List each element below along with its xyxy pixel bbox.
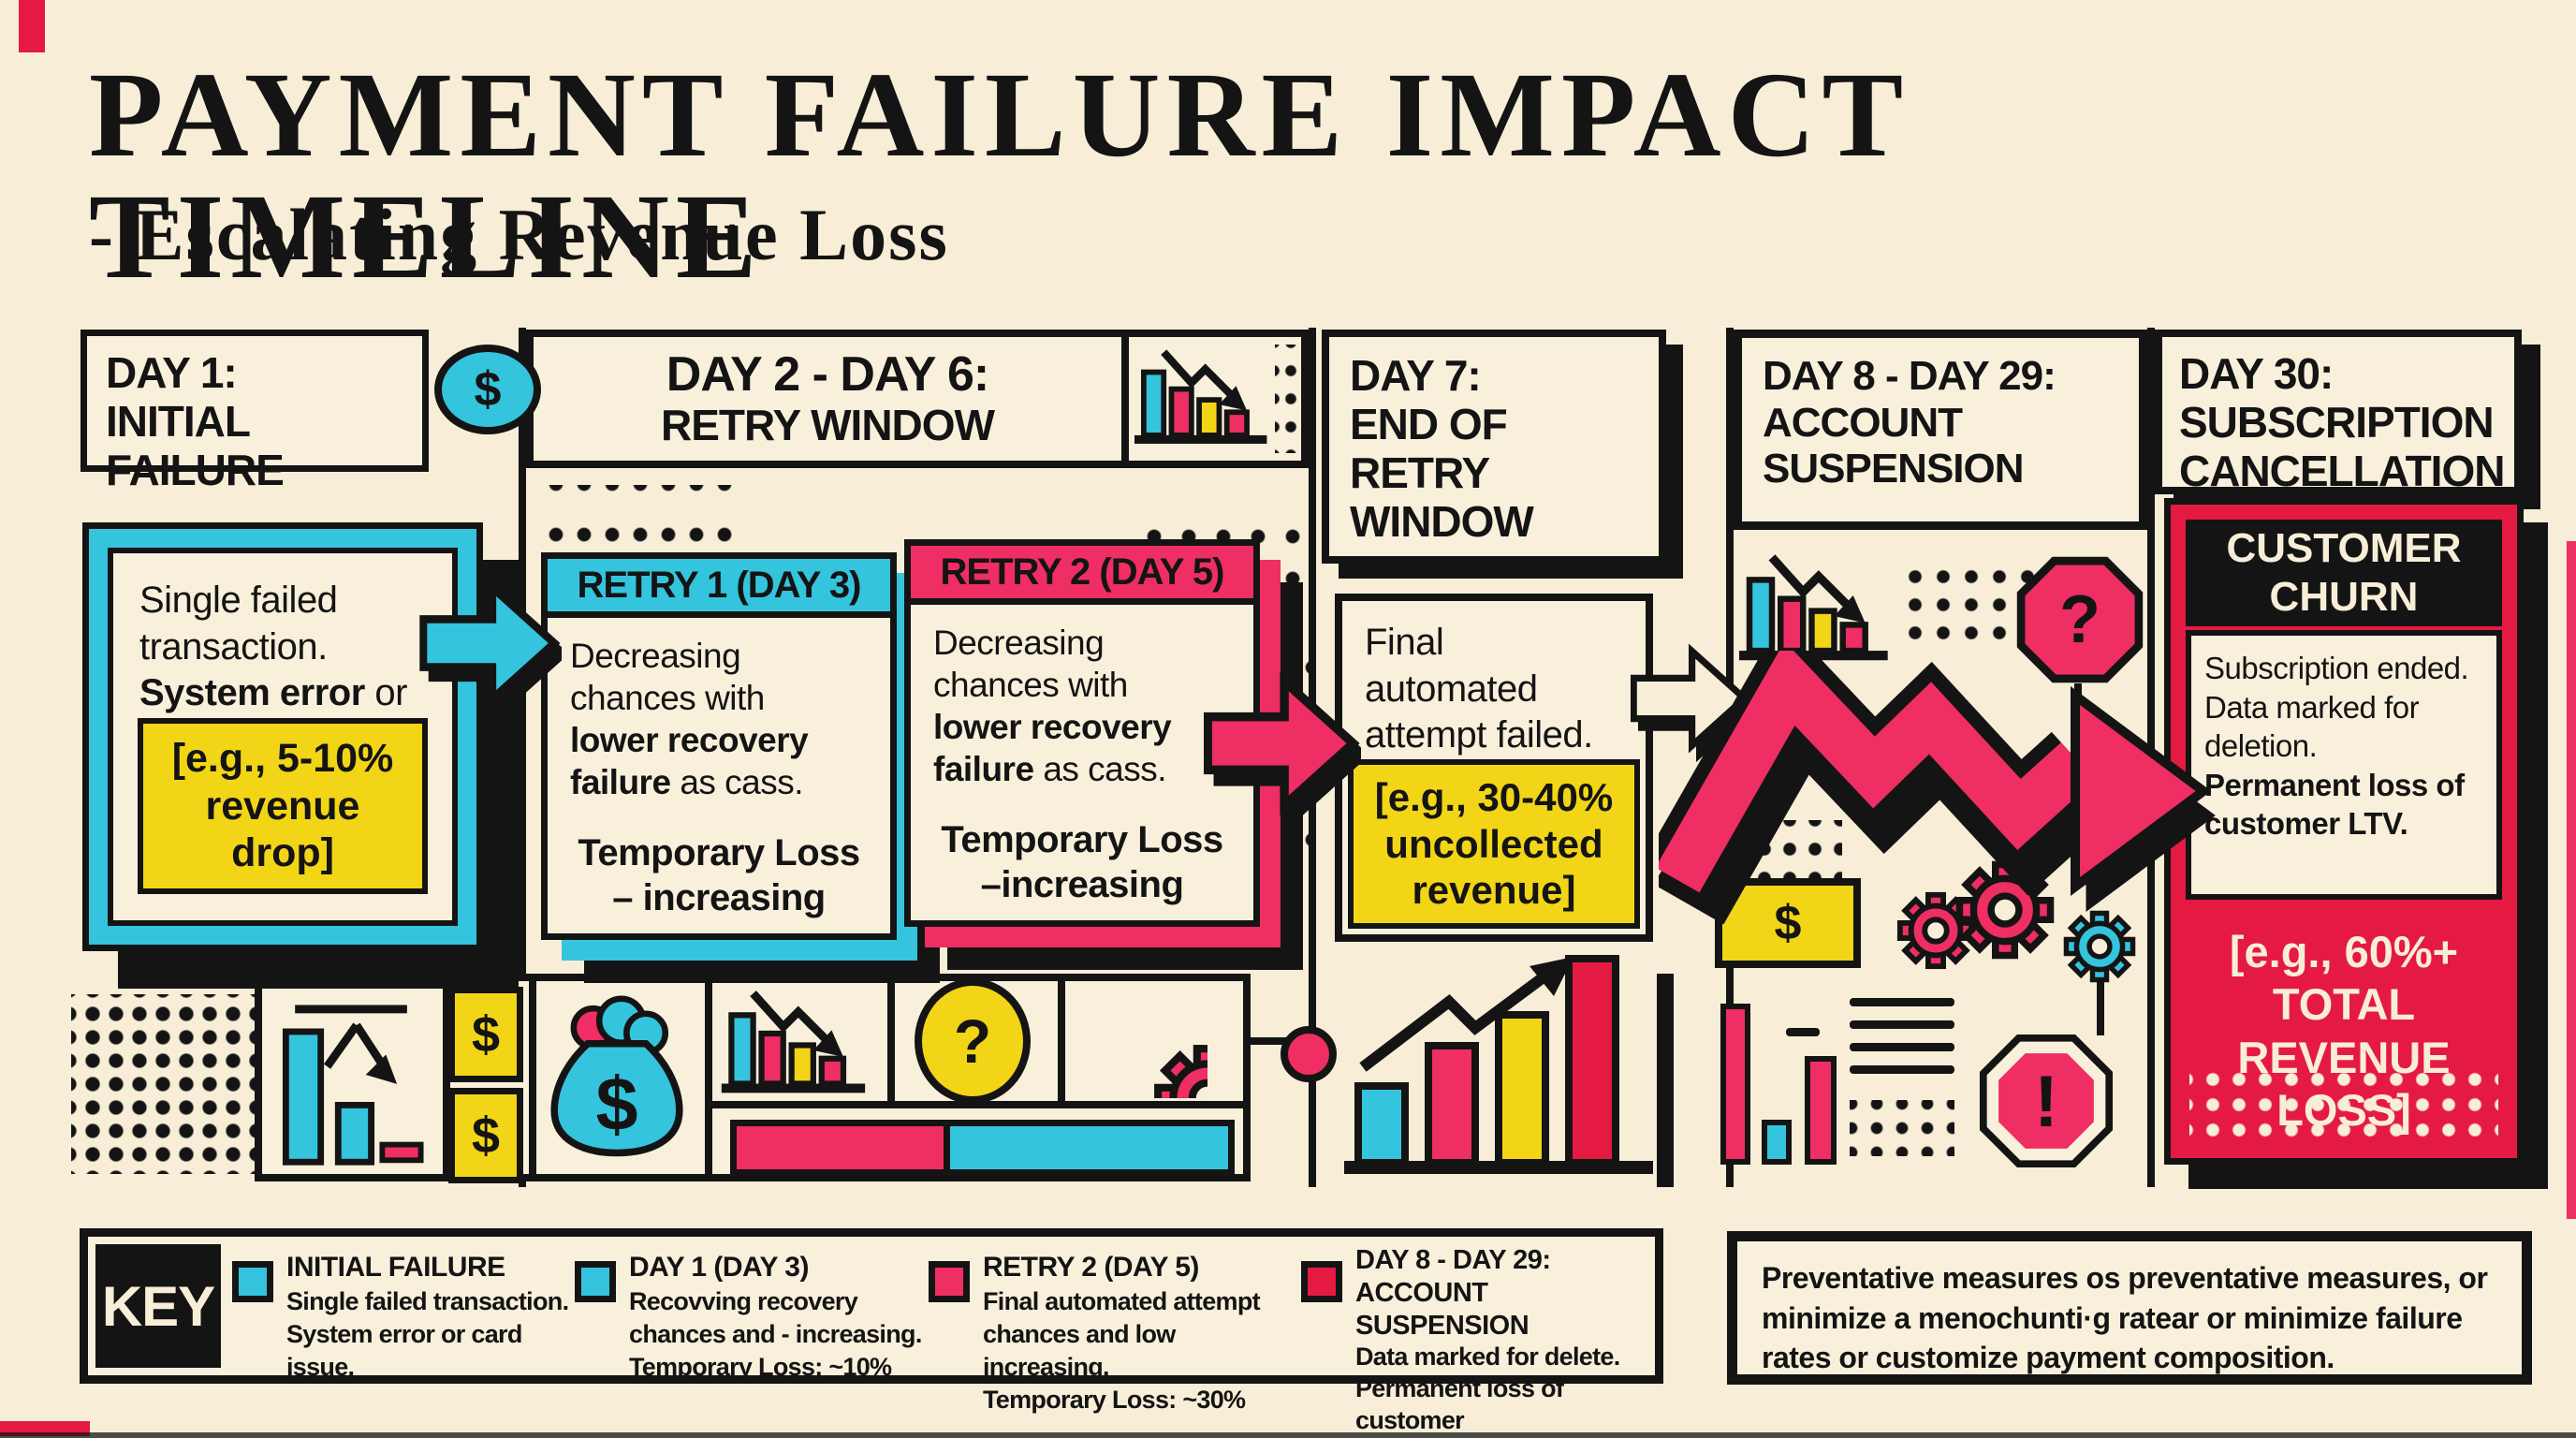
legend-swatch [929,1261,970,1302]
strip-cell-chart [705,981,895,1108]
right-arrow-icon [1204,658,1361,829]
dollar-square-icon: $ [448,1088,523,1183]
customer-churn-banner: CUSTOMER CHURN [2186,520,2502,626]
strip-cell-gear [1058,981,1243,1108]
legend-item: RETRY 2 (DAY 5) Final automated attempt … [983,1250,1301,1416]
header-chart-cell [1121,337,1309,461]
day1-content-box: Single failed transaction. System error … [82,522,483,951]
legend-swatch [232,1261,273,1302]
question-octagon-icon: ? [2016,556,2144,683]
red-corner-mark [19,0,45,52]
connector-line [1251,1037,1297,1045]
retry1-title: RETRY 1 (DAY 3) [577,564,862,606]
retry2-loss: Temporary Loss –increasing [941,818,1223,906]
page-subtitle: - Escalating Revenue Loss [89,194,949,275]
red-edge-strip [2567,541,2576,1219]
legend-item: DAY 8 - DAY 29: ACCOUNT SUSPENSION Data … [1355,1244,1664,1437]
legend-item-lines: Data marked for delete. Permanent loss o… [1355,1343,1620,1434]
day2-6-header-line2: RETRY WINDOW [661,401,995,450]
key-legend: KEY INITIAL FAILURE Single failed transa… [80,1228,1663,1434]
declining-bar-chart-icon [717,987,876,1095]
icon-strip: $ $ $ ? [255,974,1251,1183]
key-label-block: KEY [95,1244,221,1368]
dot-grid-pattern [1275,345,1307,453]
day7-content-box: Final automated attempt failed. Access s… [1335,594,1653,942]
rising-bar-chart-icon [1344,955,1653,1174]
legend-item-lines: Final automated attempt chances and low … [983,1286,1261,1414]
svg-text:$: $ [595,1063,637,1147]
day8-29-header-label: DAY 8 - DAY 29: ACCOUNT SUSPENSION [1763,353,2056,492]
retry1-body: Decreasing chances with lower recovery f… [541,618,897,940]
strip-cell-question: ? [887,978,1065,1108]
bar-icon [1805,1056,1837,1165]
legend-item: INITIAL FAILURE Single failed transactio… [286,1250,595,1384]
declining-bar-chart-icon [1134,341,1273,451]
dot-grid-pattern [1850,1100,1954,1156]
bottom-hairline [0,1432,2576,1438]
declining-bar-chart-icon [1737,550,1896,663]
day2-6-header: DAY 2 - DAY 6: RETRY WINDOW [526,330,1309,468]
money-bag-icon: $ [550,995,683,1157]
retry1-card: RETRY 1 (DAY 3) Decreasing chances with … [541,552,897,940]
day1-content-inner: Single failed transaction. System error … [108,548,458,926]
column-divider [519,328,526,1187]
retry2-title: RETRY 2 (DAY 5) [940,550,1225,593]
retry1-loss: Temporary Loss – increasing [578,831,860,919]
retry2-card: RETRY 2 (DAY 5) Decreasing chances with … [904,539,1260,927]
legend-swatch [575,1261,616,1302]
day30-header-label: DAY 30: SUBSCRIPTION CANCELLATION [2179,349,2505,495]
page-title: PAYMENT FAILURE IMPACT TIMELINE [89,48,1908,304]
strip-cell-moneybag: $ [529,981,712,1174]
legend-item-lines: Recovving recovery chances and - increas… [629,1286,922,1381]
retry1-title-bar: RETRY 1 (DAY 3) [541,552,897,618]
preventative-note-box: Preventative measures os preventative me… [1727,1231,2532,1385]
day30-header: DAY 30: SUBSCRIPTION CANCELLATION [2155,330,2522,495]
bar-icon [1762,1120,1792,1165]
exclamation-octagon-icon: ! [1979,1034,2114,1168]
day30-description-box: Subscription ended. Data marked for dele… [2186,630,2502,900]
day30-churn-box: CUSTOMER CHURN Subscription ended. Data … [2164,498,2524,1165]
legend-item-title: DAY 8 - DAY 29: ACCOUNT SUSPENSION [1355,1245,1551,1341]
bar-icon [1720,1004,1750,1165]
legend-item-title: INITIAL FAILURE [286,1252,505,1283]
right-arrow-icon [419,577,562,710]
legend-swatch [1301,1261,1342,1302]
gear-icon [1093,984,1208,1098]
legend-item-title: DAY 1 (DAY 3) [629,1252,809,1283]
legend-item-title: RETRY 2 (DAY 5) [983,1252,1199,1283]
day1-header: DAY 1: INITIAL FAILURE [80,330,429,494]
progress-bar [730,1120,1235,1176]
key-label: KEY [101,1274,215,1338]
legend-item: DAY 1 (DAY 3) Recovving recovery chances… [629,1250,938,1384]
day1-header-label: DAY 1: INITIAL FAILURE [106,348,285,494]
retry2-body: Decreasing chances with lower recovery f… [904,605,1260,927]
dot-grid-pattern [2189,1066,2498,1143]
retry2-title-bar: RETRY 2 (DAY 5) [904,539,1260,605]
dollar-coin-icon: $ [434,345,541,434]
zigzag-arrow-icon [1659,651,2216,925]
day2-6-header-text: DAY 2 - DAY 6: RETRY WINDOW [534,337,1121,461]
dot-grid-pattern [71,994,255,1174]
legend-item-lines: Single failed transaction. System error … [286,1286,569,1381]
chart-shadow-bar [1657,974,1674,1187]
preventative-note-text: Preventative measures os preventative me… [1762,1261,2488,1375]
dollar-glyph: $ [474,362,502,417]
day7-impact-highlight: [e.g., 30-40% uncollected revenue] [1348,759,1640,929]
document-lines-icon [1786,998,1954,1168]
day1-impact-highlight: [e.g., 5-10% revenue drop] [138,717,428,894]
day7-header-label: DAY 7: END OF RETRY WINDOW [1350,351,1534,546]
day7-header: DAY 7: END OF RETRY WINDOW [1322,330,1666,564]
progress-bar-fill [737,1126,950,1169]
connector-line [2097,981,2104,1035]
declining-fork-chart-icon [282,1005,424,1166]
strip-cell-chart-fork [262,981,450,1174]
question-circle-icon: ? [915,978,1031,1104]
day2-6-header-line1: DAY 2 - DAY 6: [666,346,989,402]
day8-29-header: DAY 8 - DAY 29: ACCOUNT SUSPENSION [1734,330,2147,530]
pendulum-dot-icon [1281,1026,1337,1082]
strip-cell-dollars: $ $ [443,981,536,1183]
dollar-square-icon: $ [448,987,523,1082]
